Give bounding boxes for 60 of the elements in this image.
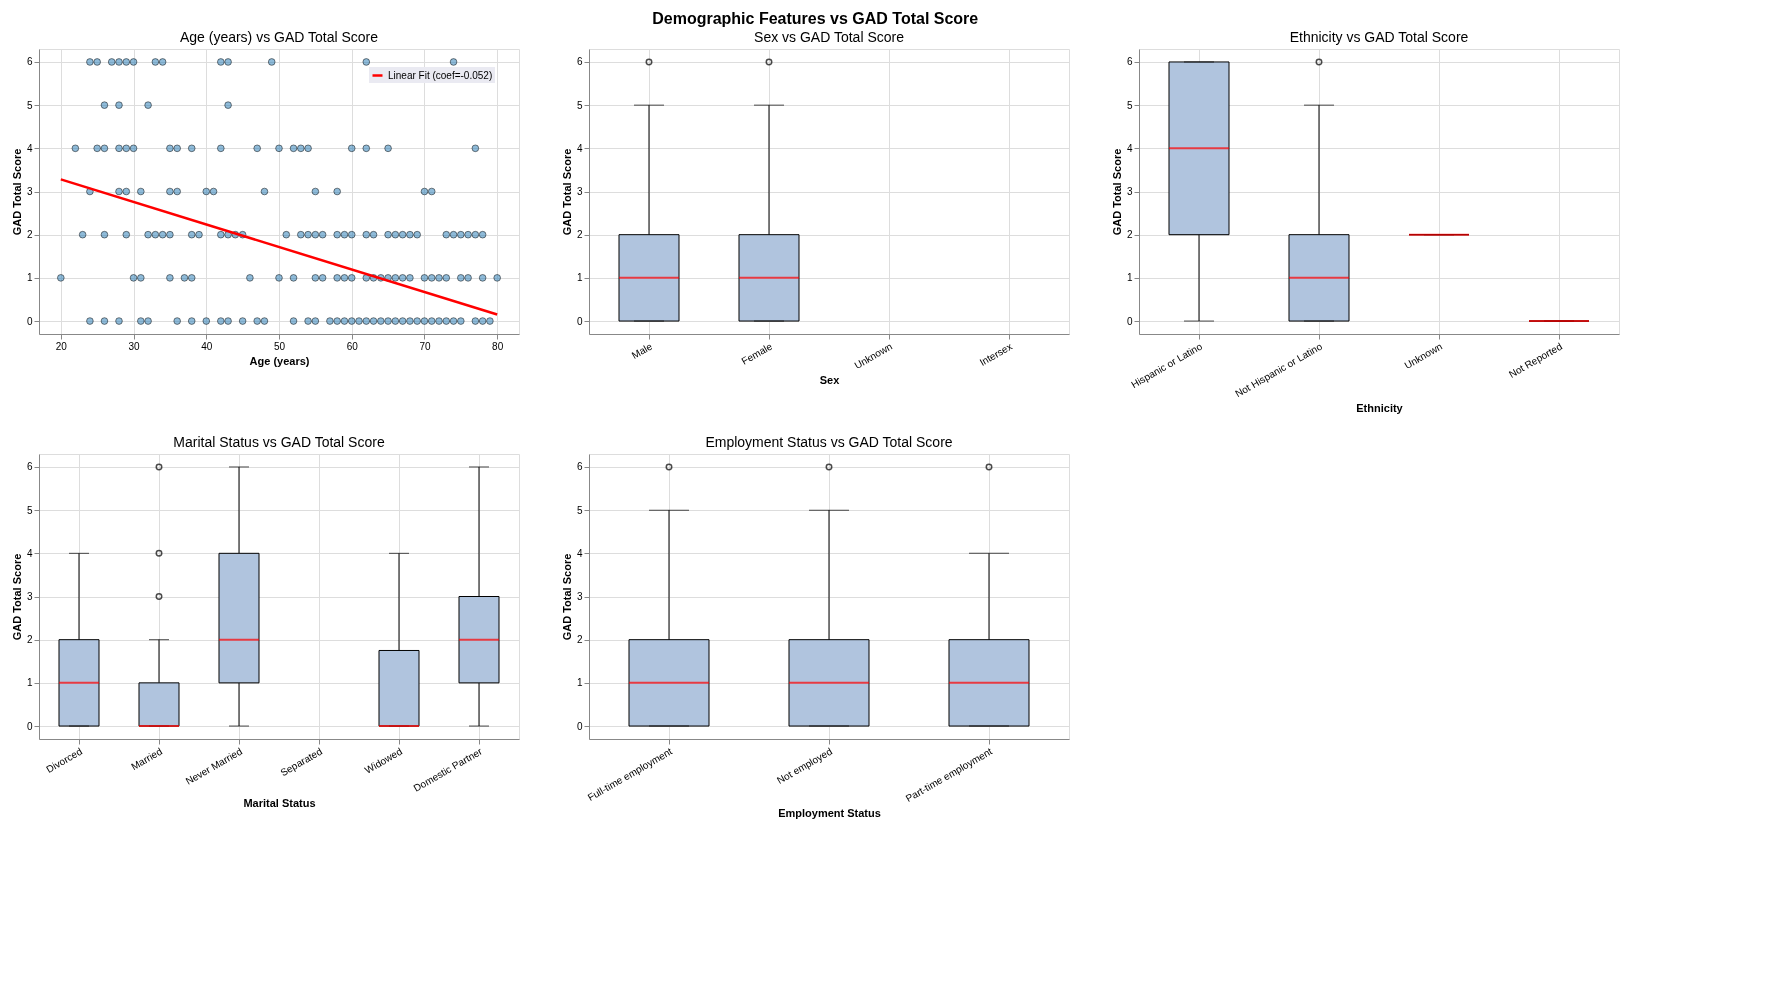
y-tick-label: 0 xyxy=(26,315,33,327)
y-tick-label: 5 xyxy=(576,99,583,111)
y-axis-title: GAD Total Score xyxy=(10,553,23,641)
x-tick-label: 80 xyxy=(492,340,504,352)
y-tick-label: 1 xyxy=(1126,272,1133,284)
chart-title: Ethnicity vs GAD Total Score xyxy=(1289,29,1469,45)
x-tick-label: 70 xyxy=(419,340,431,352)
y-tick-label: 5 xyxy=(26,504,33,516)
y-tick-label: 2 xyxy=(26,229,33,241)
y-tick-label: 3 xyxy=(1126,186,1133,197)
y-tick-label: 4 xyxy=(576,142,583,154)
y-tick-label: 4 xyxy=(26,142,33,154)
y-tick-label: 6 xyxy=(26,56,33,68)
y-tick-label: 3 xyxy=(576,591,583,602)
x-tick-label: 40 xyxy=(201,340,213,352)
x-tick-label: 50 xyxy=(273,340,286,352)
x-axis-title: Employment Status xyxy=(778,807,881,820)
y-tick-label: 5 xyxy=(576,504,583,516)
y-tick-label: 6 xyxy=(26,461,33,473)
y-tick-label: 6 xyxy=(1126,56,1133,68)
y-tick-label: 5 xyxy=(26,99,33,111)
y-axis-title: GAD Total Score xyxy=(560,148,573,236)
y-tick-label: 1 xyxy=(576,677,583,689)
x-axis-title: Marital Status xyxy=(243,796,316,809)
y-axis-title: GAD Total Score xyxy=(10,148,23,236)
y-tick-label: 6 xyxy=(576,56,583,68)
y-tick-label: 4 xyxy=(576,547,583,559)
y-tick-label: 5 xyxy=(1126,99,1133,111)
x-axis-title: Ethnicity xyxy=(1356,402,1404,415)
x-tick-label: Male xyxy=(629,340,655,361)
y-tick-label: 2 xyxy=(576,634,583,646)
y-tick-label: 3 xyxy=(26,591,33,602)
y-tick-label: 2 xyxy=(1126,229,1133,241)
y-tick-label: 2 xyxy=(26,634,33,646)
chart-title: Marital Status vs GAD Total Score xyxy=(173,434,385,450)
chart-title: Employment Status vs GAD Total Score xyxy=(705,434,953,450)
y-tick-label: 1 xyxy=(26,272,33,284)
chart-title: Sex vs GAD Total Score xyxy=(754,29,905,45)
y-tick-label: 6 xyxy=(576,461,583,473)
text: Demographic Features vs GAD Total Score xyxy=(652,9,979,27)
chart-title: Age (years) vs GAD Total Score xyxy=(179,29,379,45)
y-axis-title: GAD Total Score xyxy=(560,553,573,641)
y-tick-label: 0 xyxy=(576,720,583,732)
x-axis-title: Sex xyxy=(819,374,841,386)
y-tick-label: 0 xyxy=(26,720,33,732)
x-tick-label: 60 xyxy=(346,340,359,352)
y-tick-label: 2 xyxy=(576,229,583,241)
y-tick-label: 0 xyxy=(576,315,583,327)
y-tick-label: 4 xyxy=(1126,142,1133,154)
y-tick-label: 1 xyxy=(26,677,33,689)
x-tick-label: 20 xyxy=(55,340,68,352)
x-tick-label: 30 xyxy=(128,340,141,352)
y-tick-label: 3 xyxy=(576,186,583,197)
y-tick-label: 3 xyxy=(26,186,33,197)
y-tick-label: 0 xyxy=(1126,315,1133,327)
x-axis-title: Age (years) xyxy=(249,354,310,367)
y-axis-title: GAD Total Score xyxy=(1110,148,1123,236)
legend-label: Linear Fit (coef=-0.052) xyxy=(388,69,493,81)
y-tick-label: 4 xyxy=(26,547,33,559)
y-tick-label: 1 xyxy=(576,272,583,284)
